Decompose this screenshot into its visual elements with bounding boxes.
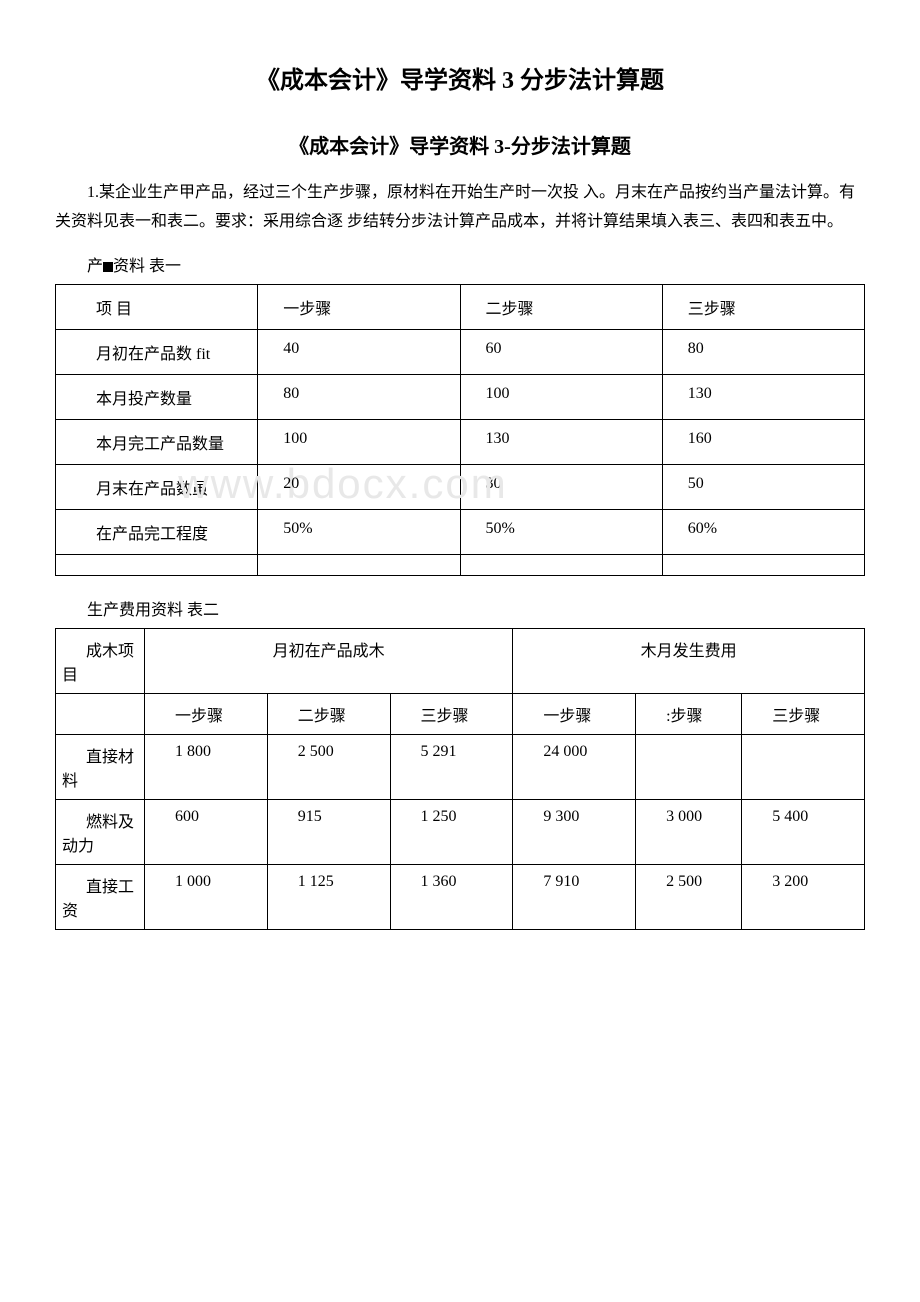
sub-header-cell: 一步骤 (513, 693, 636, 734)
problem-text: 1.某企业生产甲产品，经过三个生产步骤，原材料在开始生产时一次投 入。月末在产品… (55, 179, 865, 237)
header-cell: 项 目 (56, 284, 258, 329)
data-cell: 100 (258, 419, 460, 464)
data-cell: 160 (662, 419, 864, 464)
data-cell: 50 (662, 464, 864, 509)
data-cell: 24 000 (513, 734, 636, 799)
data-cell: 7 910 (513, 864, 636, 929)
data-cell: 1 125 (267, 864, 390, 929)
table-row: 燃料及动力 600 915 1 250 9 300 3 000 5 400 (56, 799, 865, 864)
main-title: 《成本会计》导学资料 3 分步法计算题 (55, 60, 865, 95)
data-cell: 50% (258, 509, 460, 554)
sub-header-cell: 二步骤 (267, 693, 390, 734)
table-row: 月初在产品数 fit 40 60 80 (56, 329, 865, 374)
table-row: 成木项目 月初在产品成木 木月发生费用 (56, 628, 865, 693)
row-label: 直接工资 (56, 864, 145, 929)
row-label: 燃料及动力 (56, 799, 145, 864)
table-row: 本月完工产品数量 100 130 160 (56, 419, 865, 464)
data-cell: 5 291 (390, 734, 513, 799)
data-cell: 2 500 (267, 734, 390, 799)
data-cell: 60 (460, 329, 662, 374)
table-row: 直接工资 1 000 1 125 1 360 7 910 2 500 3 200 (56, 864, 865, 929)
sub-title: 《成本会计》导学资料 3-分步法计算题 (55, 130, 865, 159)
empty-cell (460, 554, 662, 575)
data-cell: 130 (662, 374, 864, 419)
data-cell: 60% (662, 509, 864, 554)
sub-header-cell: 一步骤 (144, 693, 267, 734)
table-row: 项 目 一步骤 二步骤 三步骤 (56, 284, 865, 329)
data-cell: 130 (460, 419, 662, 464)
row-label: 月初在产品数 fit (56, 329, 258, 374)
row-label: 在产品完工程度 (56, 509, 258, 554)
data-cell: 9 300 (513, 799, 636, 864)
data-cell: 80 (258, 374, 460, 419)
data-cell: www.bdocx.com 20 (258, 464, 460, 509)
data-cell (742, 734, 865, 799)
data-cell: 40 (258, 329, 460, 374)
sub-header-cell (56, 693, 145, 734)
group-header-cell: 成木项目 (56, 628, 145, 693)
data-cell: 1 000 (144, 864, 267, 929)
sub-header-cell: :步骤 (636, 693, 742, 734)
table-row: 直接材料 1 800 2 500 5 291 24 000 (56, 734, 865, 799)
sub-header-cell: 三步骤 (742, 693, 865, 734)
table-row (56, 554, 865, 575)
empty-cell (662, 554, 864, 575)
table-row: 在产品完工程度 50% 50% 60% (56, 509, 865, 554)
empty-cell (56, 554, 258, 575)
row-label: 本月完工产品数量 (56, 419, 258, 464)
data-cell: 1 800 (144, 734, 267, 799)
header-cell: 三步骤 (662, 284, 864, 329)
sub-header-cell: 三步骤 (390, 693, 513, 734)
data-cell: 50% (460, 509, 662, 554)
empty-cell (258, 554, 460, 575)
table-row: 月末在产品数虽 www.bdocx.com 20 30 50 (56, 464, 865, 509)
data-cell: 5 400 (742, 799, 865, 864)
data-cell: 3 200 (742, 864, 865, 929)
group-header-cell: 月初在产品成木 (144, 628, 512, 693)
table-two: 成木项目 月初在产品成木 木月发生费用 一步骤 二步骤 三步骤 一步骤 :步骤 … (55, 628, 865, 930)
data-cell (636, 734, 742, 799)
data-cell: 1 360 (390, 864, 513, 929)
data-cell: 600 (144, 799, 267, 864)
black-square-icon (103, 262, 113, 272)
table1-caption: 产资料 表一 (55, 252, 865, 276)
row-label: 直接材料 (56, 734, 145, 799)
row-label: 本月投产数量 (56, 374, 258, 419)
table2-caption: 生产费用资料 表二 (55, 596, 865, 620)
header-cell: 二步骤 (460, 284, 662, 329)
table-row: 本月投产数量 80 100 130 (56, 374, 865, 419)
data-cell: 80 (662, 329, 864, 374)
data-cell: 2 500 (636, 864, 742, 929)
data-cell: 1 250 (390, 799, 513, 864)
data-cell: 915 (267, 799, 390, 864)
data-cell: 30 (460, 464, 662, 509)
group-header-cell: 木月发生费用 (513, 628, 865, 693)
data-cell: 100 (460, 374, 662, 419)
header-cell: 一步骤 (258, 284, 460, 329)
data-cell: 3 000 (636, 799, 742, 864)
table-row: 一步骤 二步骤 三步骤 一步骤 :步骤 三步骤 (56, 693, 865, 734)
table-one: 项 目 一步骤 二步骤 三步骤 月初在产品数 fit 40 60 80 本月投产… (55, 284, 865, 576)
row-label: 月末在产品数虽 (56, 464, 258, 509)
